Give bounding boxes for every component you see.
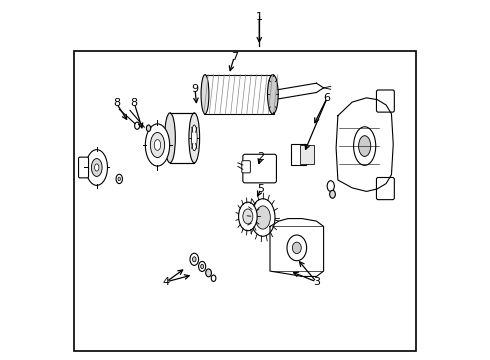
- Ellipse shape: [135, 122, 140, 129]
- Ellipse shape: [327, 181, 334, 192]
- Ellipse shape: [243, 209, 253, 224]
- FancyBboxPatch shape: [300, 145, 314, 164]
- Text: 2: 2: [258, 152, 265, 162]
- Text: 8: 8: [113, 98, 120, 108]
- Ellipse shape: [95, 164, 99, 171]
- Ellipse shape: [189, 113, 199, 163]
- Ellipse shape: [354, 127, 376, 165]
- Text: 5: 5: [258, 184, 265, 194]
- FancyBboxPatch shape: [376, 90, 394, 112]
- Text: 6: 6: [324, 93, 331, 103]
- Ellipse shape: [201, 264, 203, 269]
- FancyBboxPatch shape: [170, 113, 194, 163]
- Text: 7: 7: [231, 52, 238, 62]
- Ellipse shape: [165, 113, 175, 163]
- Ellipse shape: [146, 124, 170, 166]
- Ellipse shape: [330, 190, 335, 198]
- Ellipse shape: [193, 257, 196, 262]
- Text: 8: 8: [131, 98, 138, 108]
- Ellipse shape: [86, 150, 107, 185]
- Ellipse shape: [268, 75, 278, 114]
- FancyBboxPatch shape: [242, 161, 250, 173]
- Ellipse shape: [92, 158, 102, 176]
- Ellipse shape: [190, 253, 198, 265]
- Ellipse shape: [118, 177, 121, 181]
- Ellipse shape: [150, 132, 165, 157]
- Ellipse shape: [293, 242, 301, 253]
- Ellipse shape: [198, 261, 206, 271]
- Bar: [74, 51, 416, 351]
- Text: 9: 9: [192, 84, 198, 94]
- Ellipse shape: [251, 199, 275, 236]
- Ellipse shape: [201, 75, 209, 114]
- Ellipse shape: [116, 174, 122, 184]
- FancyBboxPatch shape: [78, 157, 89, 178]
- Text: 3: 3: [313, 277, 320, 287]
- Text: 1: 1: [256, 13, 263, 22]
- Ellipse shape: [211, 275, 216, 282]
- FancyBboxPatch shape: [243, 154, 276, 183]
- Ellipse shape: [154, 140, 161, 150]
- Ellipse shape: [147, 125, 151, 131]
- Ellipse shape: [359, 136, 371, 157]
- Ellipse shape: [206, 269, 211, 277]
- FancyBboxPatch shape: [204, 75, 273, 114]
- Text: 4: 4: [163, 277, 170, 287]
- FancyBboxPatch shape: [291, 144, 306, 165]
- Ellipse shape: [255, 206, 270, 229]
- FancyBboxPatch shape: [376, 177, 394, 200]
- Ellipse shape: [239, 202, 257, 231]
- Ellipse shape: [287, 235, 307, 261]
- Ellipse shape: [192, 125, 197, 151]
